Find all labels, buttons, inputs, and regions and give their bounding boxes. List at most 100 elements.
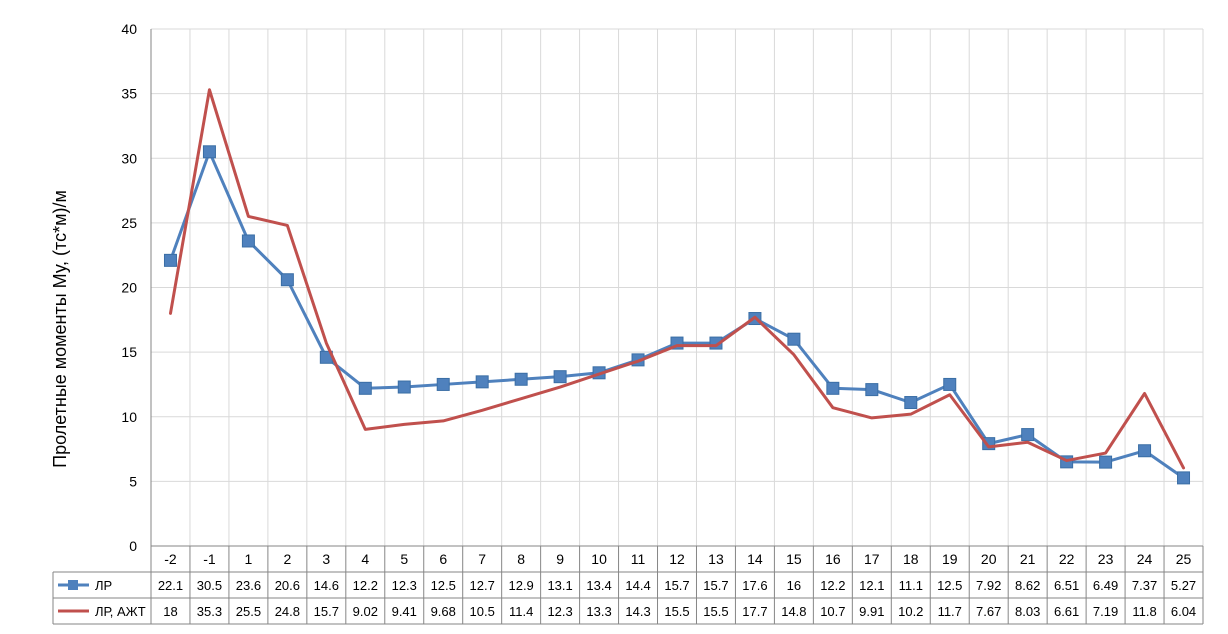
- table-value-cell: 13.4: [586, 578, 611, 593]
- series-line-2: [168, 88, 1186, 470]
- series-1-point: [163, 253, 177, 267]
- table-value-cell: 15.5: [703, 604, 728, 619]
- y-tick-label: 35: [121, 86, 137, 102]
- table-value-cell: 23.6: [236, 578, 261, 593]
- table-value-cell: 17.7: [742, 604, 767, 619]
- table-value-cell: 25.5: [236, 604, 261, 619]
- x-tick-label: 2: [283, 551, 291, 567]
- table-value-cell: 10.7: [820, 604, 845, 619]
- table-value-cell: 18: [163, 604, 177, 619]
- series-1-point: [514, 372, 528, 386]
- series-1-point: [553, 370, 567, 384]
- table-value-cell: 8.03: [1015, 604, 1040, 619]
- y-axis-label: Пролетные моменты Му, (тс*м)/м: [50, 190, 70, 468]
- series-1-point: [904, 396, 918, 410]
- table-value-cell: 11.1: [899, 578, 923, 593]
- series-1-point: [1021, 428, 1035, 442]
- table-value-cell: 22.1: [158, 578, 183, 593]
- series-1-point: [1177, 471, 1191, 485]
- table-value-cell: 7.67: [976, 604, 1001, 619]
- table-value-cell: 14.8: [781, 604, 806, 619]
- y-tick-label: 15: [121, 344, 137, 360]
- table-value-cell: 11.4: [509, 604, 533, 619]
- table-value-cell: 12.5: [431, 578, 456, 593]
- x-tick-label: 22: [1059, 551, 1075, 567]
- table-value-cell: 15.7: [314, 604, 339, 619]
- legend-series-name: ЛР: [95, 578, 112, 593]
- table-value-cell: 12.5: [937, 578, 962, 593]
- table-value-cell: 7.37: [1132, 578, 1157, 593]
- table-value-cell: 6.51: [1054, 578, 1079, 593]
- series-1-point: [1099, 455, 1113, 469]
- table-value-cell: 12.2: [820, 578, 845, 593]
- table-value-cell: 5.27: [1171, 578, 1196, 593]
- series-1-point: [865, 383, 879, 397]
- x-tick-label: 11: [631, 551, 646, 567]
- x-tick-label: 16: [825, 551, 841, 567]
- series-1-point: [280, 273, 294, 287]
- x-tick-label: 9: [556, 551, 564, 567]
- table-value-cell: 35.3: [197, 604, 222, 619]
- table-value-cell: 9.41: [392, 604, 417, 619]
- x-tick-label: 15: [786, 551, 802, 567]
- series-1-point: [826, 381, 840, 395]
- x-tick-label: 8: [517, 551, 525, 567]
- table-value-cell: 30.5: [197, 578, 222, 593]
- table-value-cell: 6.04: [1171, 604, 1196, 619]
- table-value-cell: 7.19: [1093, 604, 1118, 619]
- table-value-cell: 11.7: [938, 604, 962, 619]
- x-tick-label: 18: [903, 551, 919, 567]
- series-1-point: [202, 145, 216, 159]
- y-tick-label: 0: [129, 538, 137, 554]
- table-value-cell: 24.8: [275, 604, 300, 619]
- table-value-cell: 15.7: [664, 578, 689, 593]
- x-tick-label: 4: [361, 551, 369, 567]
- x-tick-label: 17: [864, 551, 880, 567]
- legend-key-marker: [68, 580, 78, 590]
- legend-series-name: ЛР, АЖТ: [95, 604, 146, 619]
- series-1-point: [241, 234, 255, 248]
- table-value-cell: 20.6: [275, 578, 300, 593]
- series-1-point: [358, 381, 372, 395]
- table-value-cell: 9.02: [353, 604, 378, 619]
- table-value-cell: 10.2: [898, 604, 923, 619]
- series-1-point: [436, 377, 450, 391]
- series-1-point: [397, 380, 411, 394]
- series-1-point: [1138, 444, 1152, 458]
- x-tick-label: 1: [245, 551, 253, 567]
- x-tick-label: 19: [942, 551, 958, 567]
- table-value-cell: 14.3: [625, 604, 650, 619]
- table-value-cell: 11.8: [1132, 604, 1156, 619]
- series-1-point: [943, 377, 957, 391]
- table-value-cell: 9.91: [859, 604, 884, 619]
- x-tick-label: 21: [1020, 551, 1036, 567]
- table-value-cell: 10.5: [470, 604, 495, 619]
- x-tick-label: -1: [203, 551, 216, 567]
- series-1-point: [787, 332, 801, 346]
- table-value-cell: 13.1: [547, 578, 572, 593]
- x-tick-label: 5: [400, 551, 408, 567]
- table-value-cell: 6.49: [1093, 578, 1118, 593]
- x-tick-label: 3: [322, 551, 330, 567]
- table-value-cell: 13.3: [586, 604, 611, 619]
- x-tick-label: 7: [478, 551, 486, 567]
- table-value-cell: 14.4: [625, 578, 650, 593]
- table-value-cell: 12.9: [508, 578, 533, 593]
- x-tick-label: 23: [1098, 551, 1114, 567]
- table-value-cell: 14.6: [314, 578, 339, 593]
- table-value-cell: 6.61: [1054, 604, 1079, 619]
- x-tick-label: 12: [669, 551, 685, 567]
- table-value-cell: 12.7: [470, 578, 495, 593]
- table-value-cell: 15.7: [703, 578, 728, 593]
- table-value-cell: 15.5: [664, 604, 689, 619]
- table-value-cell: 12.3: [547, 604, 572, 619]
- y-tick-label: 30: [121, 150, 137, 166]
- x-tick-label: 25: [1176, 551, 1192, 567]
- x-tick-label: 10: [591, 551, 607, 567]
- series-1-point: [475, 375, 489, 389]
- x-tick-label: 20: [981, 551, 997, 567]
- x-tick-label: 13: [708, 551, 724, 567]
- x-tick-label: 24: [1137, 551, 1153, 567]
- x-tick-label: -2: [164, 551, 177, 567]
- table-value-cell: 12.1: [859, 578, 884, 593]
